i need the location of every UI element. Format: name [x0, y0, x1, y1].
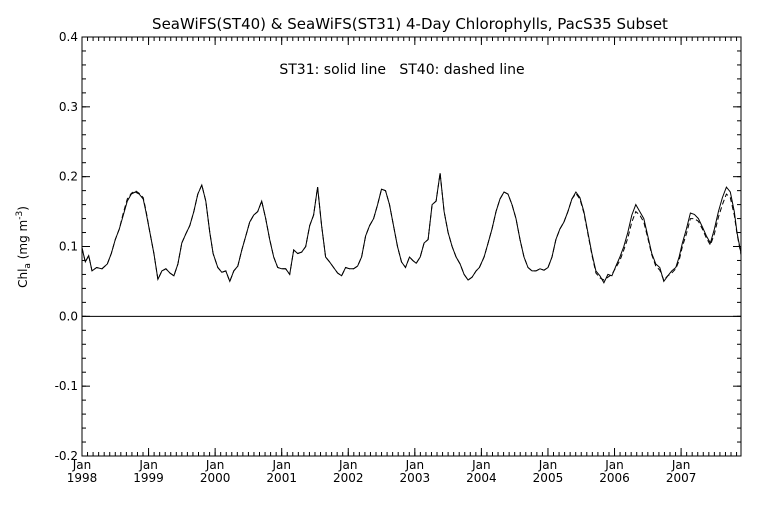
x-tick-year: 2007 [666, 471, 697, 485]
series-st31-line [81, 173, 742, 284]
y-axis-label-units: (mg m [16, 220, 30, 263]
x-tick-year: 2003 [400, 471, 431, 485]
y-axis-ticks [82, 36, 741, 457]
x-tick-year: 2004 [466, 471, 497, 485]
x-tick-month: Jan [271, 458, 291, 472]
x-tick-year: 2005 [533, 471, 564, 485]
y-axis-label-subscript: a [23, 263, 33, 269]
x-tick-month: Jan [538, 458, 558, 472]
y-axis-label-units-close: ) [16, 206, 30, 211]
y-tick-label: 0.3 [59, 100, 78, 114]
x-axis-ticks [81, 37, 738, 456]
y-axis-label-base: Chl [16, 269, 30, 288]
x-tick-year: 1998 [67, 471, 98, 485]
y-tick-label: 0.4 [59, 30, 78, 44]
x-tick-year: 2000 [200, 471, 231, 485]
line-style-annotation: ST31: solid line ST40: dashed line [279, 62, 524, 78]
x-tick-month: Jan [205, 458, 225, 472]
x-axis-tick-labels: Jan1998Jan1999Jan2000Jan2001Jan2002Jan20… [67, 458, 697, 485]
x-tick-month: Jan [72, 458, 92, 472]
x-tick-year: 1999 [133, 471, 164, 485]
x-tick-month: Jan [471, 458, 491, 472]
x-tick-month: Jan [338, 458, 358, 472]
y-tick-label: 0.2 [59, 170, 78, 184]
y-tick-label: -0.2 [55, 449, 78, 463]
y-tick-label: -0.1 [55, 379, 78, 393]
y-axis-label-superscript: -3 [15, 211, 25, 220]
y-tick-label: 0.0 [59, 309, 78, 323]
x-tick-year: 2001 [266, 471, 297, 485]
x-tick-month: Jan [604, 458, 624, 472]
y-axis-tick-labels: -0.2 -0.1 0.0 0.1 0.2 0.3 0.4 [55, 30, 78, 463]
series-layer [81, 173, 742, 284]
x-tick-month: Jan [405, 458, 425, 472]
series-st40-line [81, 173, 742, 283]
y-axis-label: Chla (mg m-3) [15, 206, 33, 288]
x-tick-year: 2002 [333, 471, 364, 485]
x-tick-month: Jan [671, 458, 691, 472]
x-tick-year: 2006 [599, 471, 630, 485]
chart-title: SeaWiFS(ST40) & SeaWiFS(ST31) 4-Day Chlo… [152, 15, 668, 33]
x-tick-month: Jan [138, 458, 158, 472]
y-tick-label: 0.1 [59, 240, 78, 254]
